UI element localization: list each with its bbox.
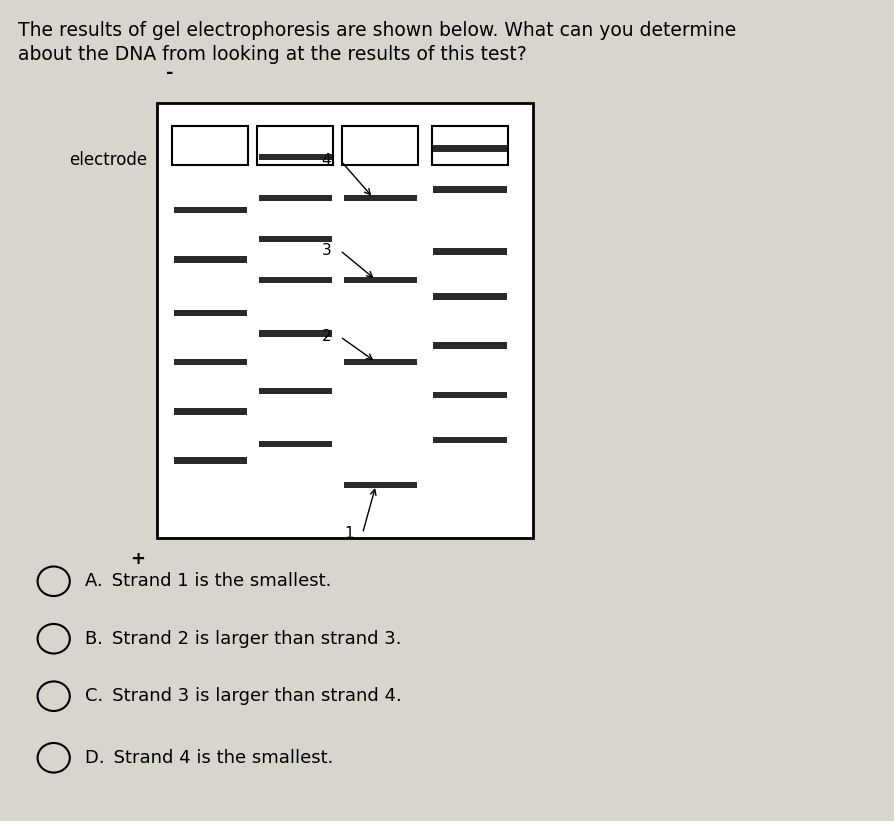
Text: 2: 2 bbox=[321, 329, 331, 344]
Bar bbox=[173, 256, 247, 263]
Bar bbox=[173, 310, 247, 316]
Text: +: + bbox=[130, 550, 145, 568]
Text: electrode: electrode bbox=[70, 151, 148, 169]
Bar bbox=[343, 195, 417, 201]
Bar bbox=[258, 277, 332, 283]
Text: 4: 4 bbox=[321, 153, 331, 167]
Bar bbox=[432, 126, 508, 165]
Text: D. Strand 4 is the smallest.: D. Strand 4 is the smallest. bbox=[85, 749, 333, 767]
Bar bbox=[257, 126, 333, 165]
Text: 3: 3 bbox=[321, 243, 331, 258]
Bar bbox=[173, 207, 247, 213]
Text: B. Strand 2 is larger than strand 3.: B. Strand 2 is larger than strand 3. bbox=[85, 630, 401, 648]
Bar bbox=[258, 330, 332, 337]
Bar bbox=[258, 195, 332, 201]
Bar bbox=[433, 248, 506, 255]
Text: The results of gel electrophoresis are shown below. What can you determine: The results of gel electrophoresis are s… bbox=[18, 21, 736, 39]
Bar bbox=[433, 437, 506, 443]
Text: C. Strand 3 is larger than strand 4.: C. Strand 3 is larger than strand 4. bbox=[85, 687, 401, 705]
Bar bbox=[173, 408, 247, 415]
Text: about the DNA from looking at the results of this test?: about the DNA from looking at the result… bbox=[18, 45, 526, 64]
Bar bbox=[258, 154, 332, 160]
Bar bbox=[156, 103, 532, 538]
Bar bbox=[173, 457, 247, 464]
Bar bbox=[433, 186, 506, 193]
Bar bbox=[343, 359, 417, 365]
Bar bbox=[433, 392, 506, 398]
Bar bbox=[342, 126, 418, 165]
Bar bbox=[343, 277, 417, 283]
Bar bbox=[343, 482, 417, 488]
Bar bbox=[172, 126, 248, 165]
Text: 1: 1 bbox=[343, 526, 353, 541]
Bar bbox=[258, 441, 332, 447]
Bar bbox=[258, 236, 332, 242]
Text: -: - bbox=[165, 64, 173, 82]
Text: A. Strand 1 is the smallest.: A. Strand 1 is the smallest. bbox=[85, 572, 331, 590]
Bar bbox=[258, 388, 332, 394]
Bar bbox=[433, 342, 506, 349]
Bar bbox=[433, 293, 506, 300]
Bar bbox=[173, 359, 247, 365]
Bar bbox=[433, 145, 506, 152]
